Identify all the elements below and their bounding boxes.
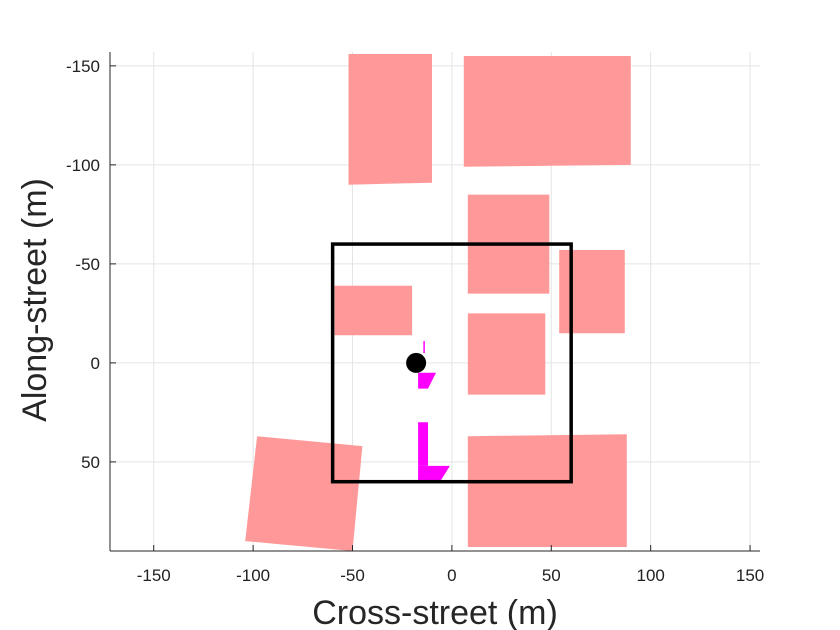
x-tick-label: 150 xyxy=(736,566,764,585)
point-layer xyxy=(406,352,427,373)
magenta-shape xyxy=(418,465,450,482)
y-tick-label: 0 xyxy=(91,354,100,373)
building-2 xyxy=(463,56,631,167)
y-axis-title: Along-street (m) xyxy=(16,178,54,422)
building-1 xyxy=(348,54,432,185)
x-tick-label: 50 xyxy=(542,566,561,585)
x-tick-label: -50 xyxy=(340,566,365,585)
x-tick-label: 0 xyxy=(447,566,456,585)
y-tick-label: -150 xyxy=(66,57,100,76)
building-4 xyxy=(559,250,625,334)
y-tick-label: -50 xyxy=(75,255,100,274)
building-8 xyxy=(245,436,363,551)
square-region xyxy=(330,242,573,484)
x-tick-label: -100 xyxy=(236,566,270,585)
observer xyxy=(406,352,427,373)
x-tick-labels: -150 -100 -50 0 50 100 150 xyxy=(137,566,765,585)
x-tick-label: 100 xyxy=(636,566,664,585)
y-tick-label: -100 xyxy=(66,156,100,175)
magenta-shape xyxy=(418,422,428,466)
building-5 xyxy=(334,285,413,336)
magenta-layer xyxy=(418,341,450,482)
y-tick-label: 50 xyxy=(81,453,100,472)
building-6 xyxy=(467,313,546,395)
buildings-layer xyxy=(245,54,631,551)
magenta-shape xyxy=(418,372,436,389)
axes-lines xyxy=(109,52,760,552)
region-layer xyxy=(330,242,573,484)
x-tick-label: -150 xyxy=(137,566,171,585)
x-axis-title: Cross-street (m) xyxy=(312,594,558,630)
y-tick-labels: -150 -100 -50 0 50 xyxy=(66,57,100,472)
building-7 xyxy=(467,434,627,547)
